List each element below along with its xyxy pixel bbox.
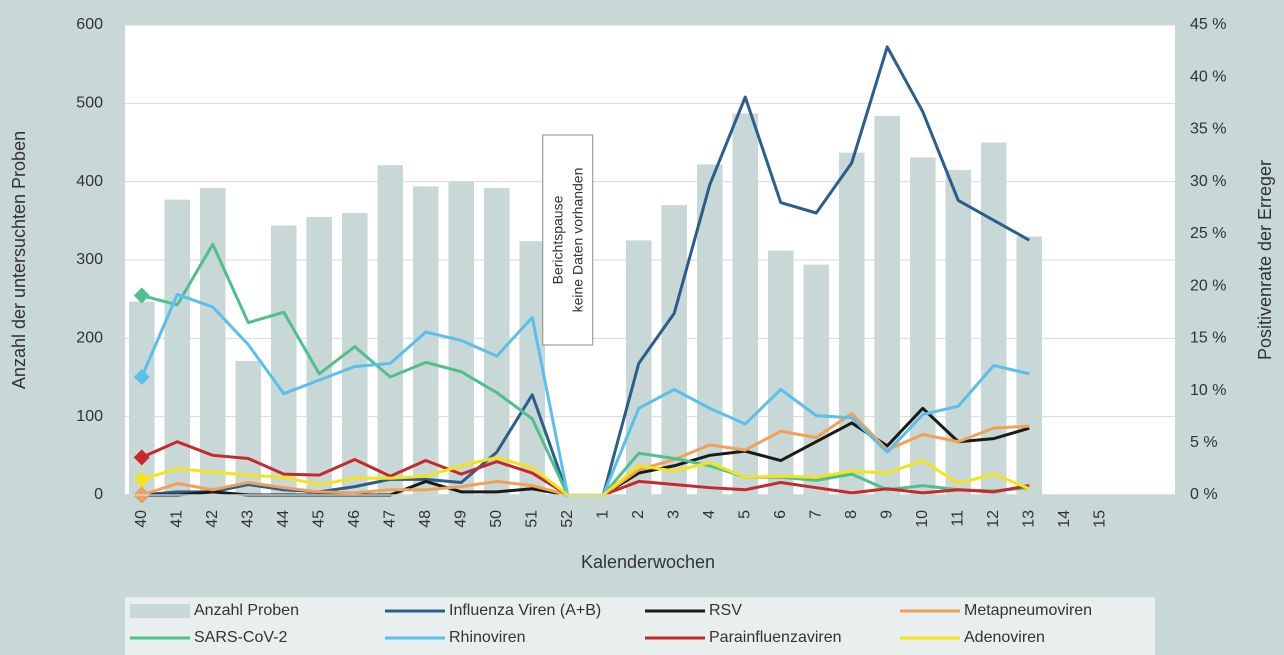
x-tick-label: 11 bbox=[949, 510, 966, 527]
x-tick-label: 2 bbox=[630, 510, 647, 519]
bar bbox=[732, 113, 759, 496]
bar bbox=[874, 115, 901, 495]
y-axis-title: Anzahl der untersuchten Proben bbox=[9, 131, 29, 389]
bar bbox=[199, 187, 226, 495]
x-tick-label: 45 bbox=[310, 510, 327, 528]
x-tick-label: 7 bbox=[807, 510, 824, 519]
x-tick-label: 3 bbox=[665, 510, 682, 519]
y-tick-label: 600 bbox=[76, 16, 103, 33]
legend-label: Parainfluenzaviren bbox=[709, 629, 842, 646]
y-tick-label: 200 bbox=[76, 330, 103, 347]
y2-tick-label: 15 % bbox=[1190, 330, 1226, 347]
line-marker bbox=[133, 368, 150, 385]
bar bbox=[909, 157, 936, 495]
x-tick-label: 44 bbox=[275, 510, 292, 528]
y2-tick-label: 30 % bbox=[1190, 173, 1226, 190]
legend-label: RSV bbox=[709, 602, 742, 619]
x-tick-label: 41 bbox=[168, 510, 185, 528]
x-tick-label: 49 bbox=[452, 510, 469, 528]
line-marker bbox=[133, 287, 150, 304]
y-tick-label: 0 bbox=[94, 486, 103, 503]
bar bbox=[377, 165, 404, 495]
y2-tick-label: 20 % bbox=[1190, 277, 1226, 294]
x-tick-label: 9 bbox=[878, 510, 895, 519]
line-marker bbox=[133, 449, 150, 466]
y2-tick-label: 25 % bbox=[1190, 225, 1226, 242]
annotation: Berichtspause bbox=[549, 195, 565, 284]
y-tick-label: 300 bbox=[76, 251, 103, 268]
x-tick-label: 47 bbox=[381, 510, 398, 528]
x-tick-label: 13 bbox=[1020, 510, 1037, 528]
x-tick-label: 6 bbox=[772, 510, 789, 519]
x-tick-label: 8 bbox=[843, 510, 860, 519]
y-tick-label: 100 bbox=[76, 408, 103, 425]
bar bbox=[767, 250, 794, 495]
y2-tick-label: 10 % bbox=[1190, 382, 1226, 399]
x-tick-label: 52 bbox=[559, 510, 576, 528]
legend-label: Metapneumoviren bbox=[964, 602, 1092, 619]
x-tick-label: 10 bbox=[914, 510, 931, 528]
x-tick-label: 48 bbox=[417, 510, 434, 528]
y2-axis-title: Positivenrate der Erreger bbox=[1255, 160, 1275, 360]
bar bbox=[803, 264, 830, 495]
line-marker bbox=[133, 471, 150, 488]
annotation: keine Daten vorhanden bbox=[569, 168, 585, 313]
x-tick-label: 5 bbox=[736, 510, 753, 519]
y2-tick-label: 40 % bbox=[1190, 68, 1226, 85]
x-axis-title: Kalenderwochen bbox=[581, 552, 715, 572]
y-tick-label: 500 bbox=[76, 95, 103, 112]
legend-swatch bbox=[130, 604, 190, 618]
bar bbox=[128, 301, 155, 495]
x-tick-label: 14 bbox=[1056, 510, 1073, 528]
legend-box bbox=[125, 597, 1155, 655]
x-tick-label: 12 bbox=[985, 510, 1002, 528]
legend-label: Rhinoviren bbox=[449, 629, 525, 646]
annotation-box bbox=[542, 134, 594, 346]
y2-tick-label: 5 % bbox=[1190, 434, 1218, 451]
y-tick-label: 400 bbox=[76, 173, 103, 190]
bar bbox=[980, 142, 1007, 495]
y2-tick-label: 0 % bbox=[1190, 486, 1218, 503]
bar bbox=[235, 361, 262, 495]
legend-label: Anzahl Proben bbox=[194, 602, 299, 619]
y2-tick-label: 45 % bbox=[1190, 16, 1226, 33]
x-tick-label: 4 bbox=[701, 510, 718, 519]
bar bbox=[270, 225, 297, 496]
x-tick-label: 50 bbox=[488, 510, 505, 528]
legend-label: Adenoviren bbox=[964, 629, 1045, 646]
bar bbox=[945, 169, 972, 495]
bar bbox=[661, 205, 688, 495]
x-tick-label: 43 bbox=[239, 510, 256, 528]
bar bbox=[519, 241, 546, 495]
x-tick-label: 15 bbox=[1091, 510, 1108, 528]
bar bbox=[483, 187, 510, 495]
legend-label: SARS-CoV-2 bbox=[194, 629, 287, 646]
legend-label: Influenza Viren (A+B) bbox=[449, 602, 601, 619]
bar bbox=[164, 199, 191, 495]
x-tick-label: 40 bbox=[133, 510, 150, 528]
x-tick-label: 1 bbox=[594, 510, 611, 519]
y2-tick-label: 35 % bbox=[1190, 121, 1226, 138]
bar bbox=[1016, 236, 1043, 495]
x-tick-label: 46 bbox=[346, 510, 363, 528]
x-tick-label: 51 bbox=[523, 510, 540, 528]
bar bbox=[838, 152, 865, 495]
x-tick-label: 42 bbox=[204, 510, 221, 528]
bar bbox=[306, 216, 333, 495]
